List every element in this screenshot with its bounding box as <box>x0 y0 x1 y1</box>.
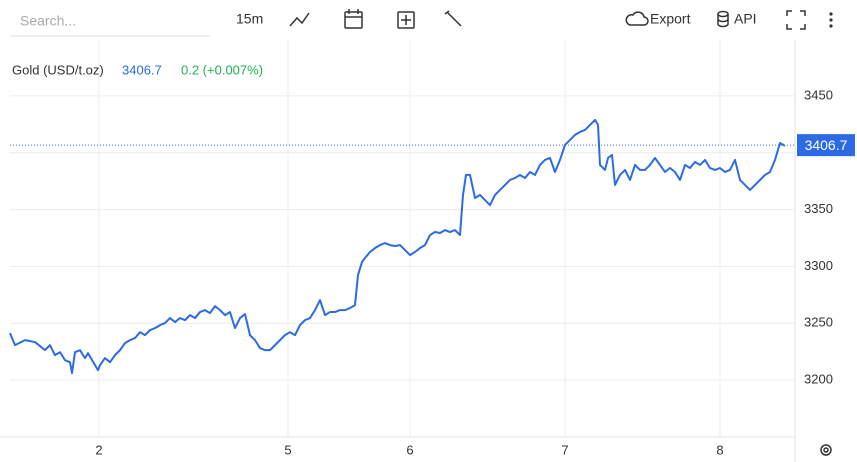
y-tick-label: 3350 <box>804 201 833 216</box>
legend-series: Gold (USD/t.oz) <box>12 62 104 77</box>
legend-change: 0.2 (+0.007%) <box>181 62 263 77</box>
fullscreen-button[interactable] <box>786 10 806 30</box>
y-tick-label: 3200 <box>804 372 833 387</box>
y-tick-label: 3450 <box>804 87 833 102</box>
y-tick-label: 3250 <box>804 315 833 330</box>
x-tick-label: 5 <box>284 442 291 457</box>
add-button[interactable] <box>397 11 415 29</box>
legend-last-value: 3406.7 <box>122 62 162 77</box>
api-label: API <box>734 11 757 27</box>
x-tick-label: 6 <box>406 442 413 457</box>
plot: 320032503300335034003450256783406.7 <box>9 40 855 457</box>
x-tick-label: 7 <box>561 442 568 457</box>
tools-button[interactable] <box>444 10 462 27</box>
price-line <box>9 118 786 375</box>
x-tick-label: 2 <box>95 442 102 457</box>
calendar-button[interactable] <box>344 9 363 29</box>
menu-button[interactable] <box>829 12 833 28</box>
last-price-badge <box>797 134 855 157</box>
search-input[interactable]: Search... <box>20 13 76 29</box>
export-button[interactable]: Export <box>625 11 691 27</box>
last-price-label: 3406.7 <box>805 137 848 153</box>
y-tick-label: 3300 <box>804 258 833 273</box>
interval-button[interactable]: 15m <box>236 11 263 27</box>
api-button[interactable]: API <box>717 11 757 28</box>
chart-type-button[interactable] <box>289 12 310 27</box>
x-tick-label: 8 <box>716 442 723 457</box>
settings-button[interactable] <box>820 444 832 456</box>
export-label: Export <box>650 11 691 27</box>
